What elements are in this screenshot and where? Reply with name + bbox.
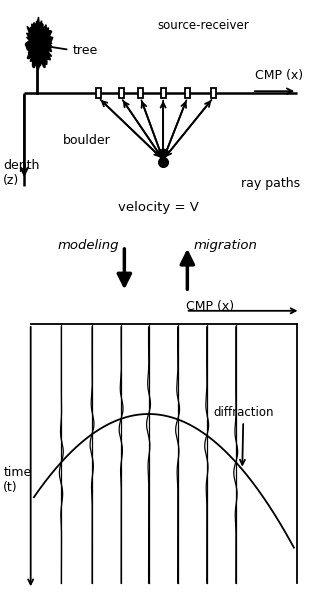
- Text: CMP (x): CMP (x): [186, 300, 234, 313]
- Bar: [185, 88, 190, 98]
- Bar: [119, 88, 124, 98]
- Text: source-receiver: source-receiver: [158, 19, 249, 32]
- Text: migration: migration: [194, 239, 258, 253]
- Bar: [138, 88, 143, 98]
- Text: modeling: modeling: [58, 239, 120, 253]
- Text: velocity = V: velocity = V: [118, 201, 199, 214]
- Text: boulder: boulder: [63, 134, 111, 147]
- Text: CMP (x): CMP (x): [255, 69, 303, 82]
- Bar: [96, 88, 101, 98]
- Polygon shape: [26, 17, 53, 69]
- Bar: [211, 88, 216, 98]
- Text: depth
(z): depth (z): [3, 159, 40, 187]
- Text: time
(t): time (t): [3, 466, 31, 494]
- Text: ray paths: ray paths: [241, 176, 300, 190]
- Bar: [161, 88, 166, 98]
- Text: tree: tree: [73, 44, 98, 58]
- Text: diffraction: diffraction: [213, 406, 274, 465]
